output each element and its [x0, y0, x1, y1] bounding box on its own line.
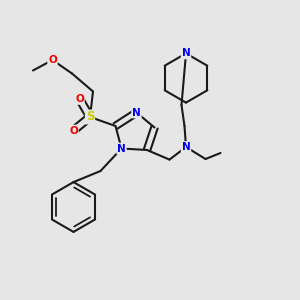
Text: O: O [48, 55, 57, 65]
Text: O: O [75, 94, 84, 104]
Text: N: N [117, 143, 126, 154]
Text: S: S [86, 110, 94, 124]
Text: O: O [69, 125, 78, 136]
Text: N: N [182, 142, 190, 152]
Text: N: N [182, 48, 190, 59]
Text: N: N [132, 107, 141, 118]
